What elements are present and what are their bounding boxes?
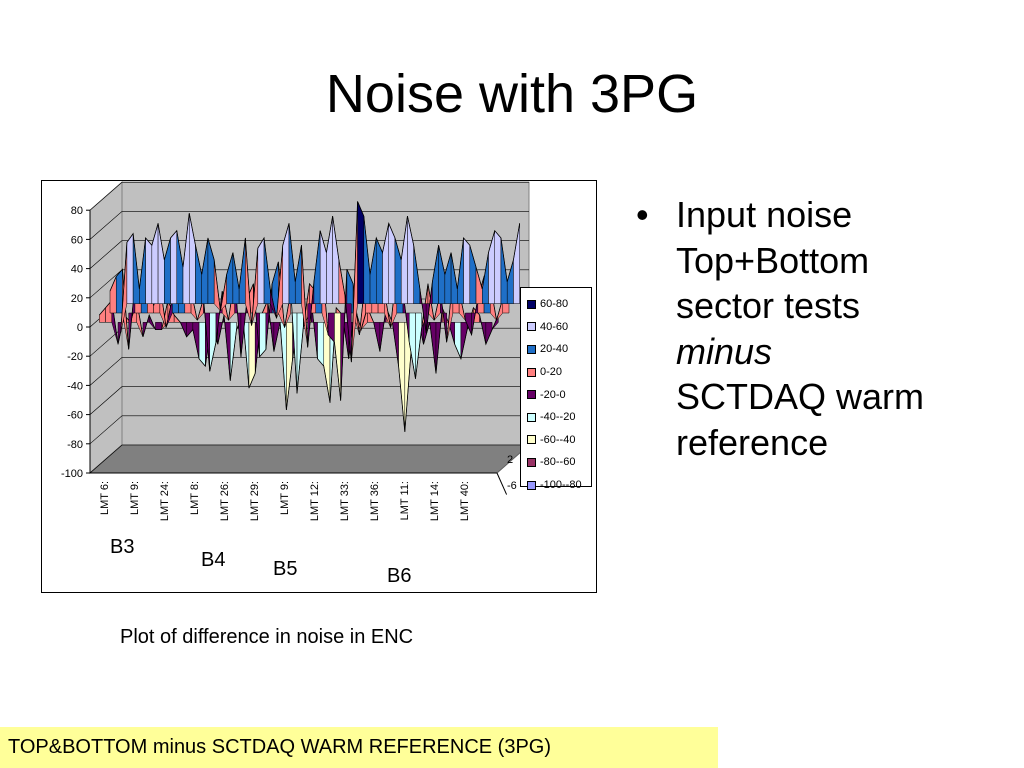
legend-swatch [527,367,536,377]
x-tick-label: LMT 6: [99,481,111,515]
batch-label-b4: B4 [201,549,226,571]
batch-label-b6: B6 [387,565,412,587]
x-tick-label: LMT 11: [399,481,411,520]
legend-label: 40-60 [540,320,569,333]
legend-swatch [527,457,536,467]
y-tick-label: 0 [77,322,83,334]
y-tick-label: -20 [67,351,83,363]
x-tick-label: LMT 33: [339,481,351,521]
legend-label: -60--40 [540,433,576,446]
y-tick-label: -60 [67,410,83,422]
x-tick-label: LMT 26: [219,481,231,521]
y-tick-label: -80 [67,439,83,451]
legend-label: -80--60 [540,456,576,469]
bullet-list: • Input noise Top+Bottom sector tests mi… [636,192,1006,465]
bullet-line-emphasis: minus [676,330,773,372]
y-tick-label: 60 [71,234,83,246]
chart-legend: 60-80 40-60 20-40 0-20 -20-0 -40--20 -60--40 -8… [520,287,592,491]
bullet-line: sector tests [676,285,861,326]
legend-label: 60-80 [540,298,569,311]
legend-label: 0-20 [540,366,563,379]
surface-cell [170,229,178,304]
y-axis: 80 60 40 20 0 -20 -40 -60 -80 -100 [61,205,91,480]
surface-line [120,201,521,363]
gridline [89,444,529,474]
x-tick-label: LMT 24: [159,481,171,521]
depth-tick-label: -6 [507,480,517,492]
floor [88,444,531,474]
depth-axis-line [496,472,508,495]
batch-label-b5: B5 [273,558,298,580]
legend-swatch [527,480,536,490]
legend-swatch [527,299,536,309]
chart-frame: 80 60 40 20 0 -20 -40 -60 -80 -100 LMT 6: LMT 9: LM… [41,180,597,593]
chart-caption: Plot of difference in noise in ENC [120,626,414,648]
legend-item: 0-20 [527,361,591,384]
y-tick-label: 20 [71,293,83,305]
legend-item: -20-0 [527,383,591,406]
side-wall [89,181,123,475]
y-tick-label: -40 [67,380,83,392]
surface-cell [463,237,471,304]
x-tick-label: LMT 9: [279,481,291,515]
bullet-line: reference [676,421,829,463]
legend-label: -100--80 [540,479,582,492]
legend-item: 40-60 [527,316,591,339]
x-tick-label: LMT 40: [459,481,471,521]
legend-label: -40--20 [540,411,576,424]
legend-swatch [527,390,536,400]
x-tick-label: LMT 29: [249,481,261,521]
gridline [89,357,529,386]
gridline [89,181,529,211]
surface-cell [357,201,365,304]
surface-cell [257,237,265,304]
slide-title: Noise with 3PG [325,64,699,124]
legend-item: -100--80 [527,474,591,497]
surface-cell [126,232,134,304]
legend-item: 60-80 [527,293,591,316]
gridline [89,386,529,415]
depth-tick-label: 2 [507,454,513,466]
legend-item: -60--40 [527,429,591,452]
legend-item: -80--60 [527,451,591,474]
surface-cell [145,237,153,304]
footer-banner: TOP&BOTTOM minus SCTDAQ WARM REFERENCE (… [0,727,718,768]
x-tick-label: LMT 9: [129,481,141,515]
y-tick-label: 40 [71,264,83,276]
bullet-dot: • [636,194,649,235]
gridline [89,415,529,445]
x-tick-label: LMT 14: [429,481,441,521]
bullet-line: SCTDAQ warm [676,376,925,417]
legend-swatch [527,322,536,332]
bullet-line: Top+Bottom [676,239,870,281]
depth-axis: 2 -6 [496,454,517,495]
x-tick-label: LMT 36: [369,481,381,521]
legend-label: 20-40 [540,343,569,356]
surface-cell [494,229,502,304]
x-tick-label: LMT 8: [189,481,201,515]
legend-label: -20-0 [540,388,566,401]
bullet-line: Input noise [676,194,853,235]
chart-surface [99,201,521,432]
y-tick-label: -100 [61,468,83,480]
y-tick-label: 80 [71,205,83,217]
x-axis: LMT 6: LMT 9: LMT 24: LMT 8: LMT 26: LMT 29: L… [90,472,497,521]
surface-cell [155,322,162,330]
x-tick-label: LMT 12: [309,481,321,521]
batch-label-b3: B3 [110,536,135,558]
gridline [89,211,529,240]
legend-swatch [527,435,536,445]
legend-item: -40--20 [527,406,591,429]
legend-swatch [527,344,536,354]
legend-item: 20-40 [527,338,591,361]
legend-swatch [527,412,536,422]
